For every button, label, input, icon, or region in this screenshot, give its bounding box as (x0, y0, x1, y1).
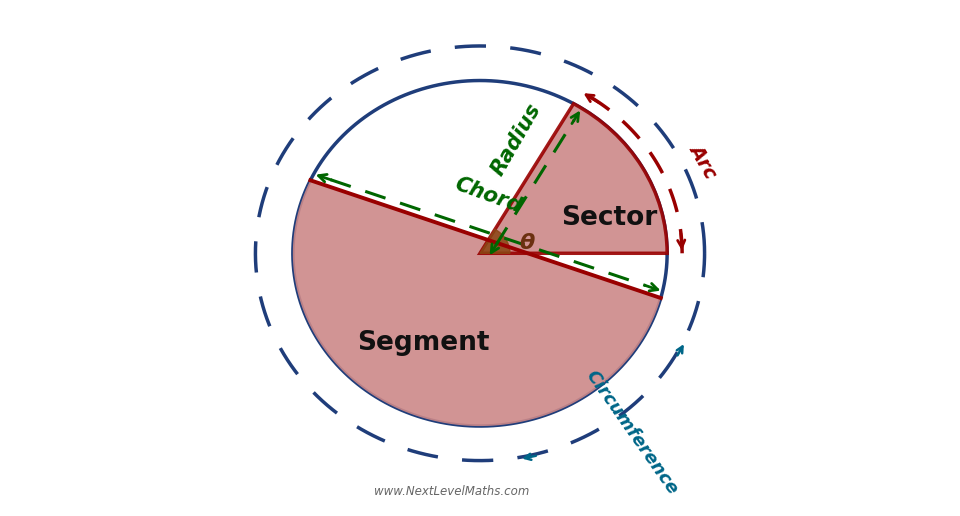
Text: www.NextLevelMaths.com: www.NextLevelMaths.com (374, 485, 530, 498)
Text: θ: θ (519, 233, 535, 253)
Text: Chord: Chord (452, 174, 524, 217)
Polygon shape (480, 229, 510, 253)
Text: Segment: Segment (358, 330, 491, 356)
Wedge shape (480, 104, 667, 253)
Text: Circumference: Circumference (583, 367, 682, 498)
Text: Arc: Arc (685, 141, 720, 182)
Text: Sector: Sector (561, 205, 658, 231)
Polygon shape (293, 180, 660, 426)
Text: Radius: Radius (488, 101, 544, 180)
